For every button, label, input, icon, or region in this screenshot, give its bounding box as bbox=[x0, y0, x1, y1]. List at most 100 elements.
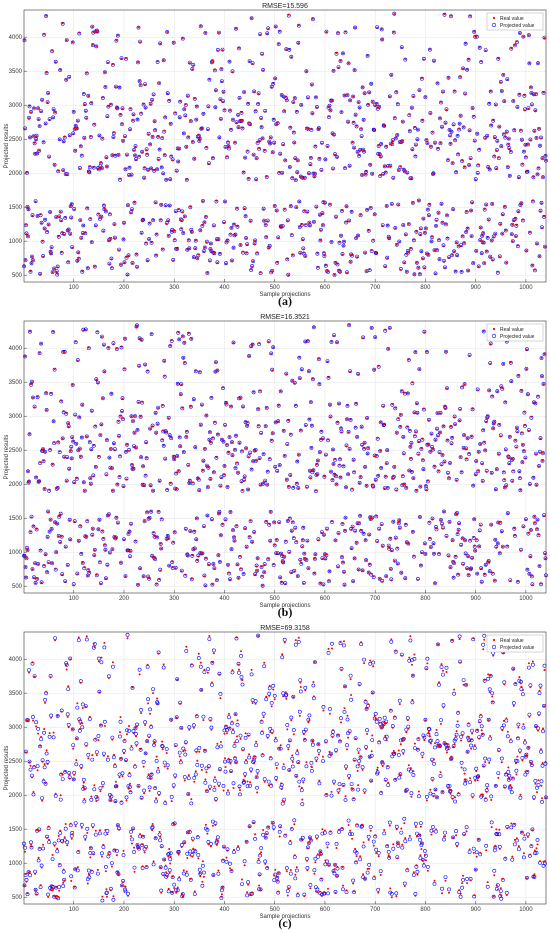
real-value-point bbox=[453, 250, 456, 253]
projected-value-point bbox=[505, 77, 510, 82]
real-value-point bbox=[161, 136, 164, 139]
real-value-point bbox=[281, 172, 284, 175]
real-value-point bbox=[514, 235, 517, 238]
real-value-point bbox=[162, 59, 165, 62]
real-value-point bbox=[344, 529, 346, 532]
real-value-point bbox=[469, 157, 472, 160]
projected-value-point bbox=[97, 133, 102, 138]
real-value-point bbox=[250, 468, 253, 470]
projected-value-point bbox=[313, 95, 318, 100]
projected-value-point bbox=[231, 117, 235, 122]
y-tick-label: 1500 bbox=[9, 205, 23, 211]
projected-value-point bbox=[108, 236, 113, 241]
projected-value-point bbox=[517, 92, 522, 97]
real-value-point bbox=[146, 259, 149, 262]
real-value-point bbox=[382, 173, 385, 176]
projected-value-point bbox=[389, 72, 394, 77]
real-value-point bbox=[394, 137, 397, 139]
real-value-point bbox=[507, 137, 510, 140]
real-value-point bbox=[459, 75, 462, 78]
projected-value-point bbox=[51, 115, 56, 120]
projected-value-point bbox=[53, 110, 58, 115]
real-value-point bbox=[393, 466, 396, 468]
real-value-point bbox=[525, 348, 528, 351]
projected-value-point bbox=[329, 793, 334, 798]
real-value-point bbox=[507, 457, 510, 460]
projected-value-point bbox=[80, 725, 85, 730]
real-value-point bbox=[37, 563, 40, 566]
x-tick-label: 700 bbox=[370, 596, 381, 602]
real-value-point bbox=[505, 485, 508, 487]
real-value-point bbox=[58, 138, 61, 141]
projected-value-point bbox=[366, 446, 371, 451]
real-value-point bbox=[441, 126, 443, 129]
projected-value-point bbox=[367, 532, 372, 537]
real-value-point bbox=[450, 425, 452, 428]
real-value-point bbox=[456, 512, 459, 515]
real-value-point bbox=[453, 561, 456, 564]
real-value-point bbox=[492, 427, 495, 430]
projected-value-point bbox=[358, 213, 363, 218]
real-value-point bbox=[352, 95, 355, 98]
real-value-point bbox=[286, 257, 289, 260]
projected-value-point bbox=[513, 43, 517, 48]
projected-value-point bbox=[484, 202, 489, 207]
real-value-point bbox=[446, 439, 449, 441]
real-value-point bbox=[301, 546, 304, 548]
projected-value-point bbox=[524, 367, 529, 371]
real-value-point bbox=[467, 573, 470, 576]
projected-value-point bbox=[536, 61, 540, 66]
real-value-point bbox=[306, 97, 309, 100]
real-value-point bbox=[50, 246, 53, 249]
real-value-point bbox=[500, 530, 503, 533]
real-value-point bbox=[424, 96, 427, 98]
projected-value-point bbox=[323, 263, 328, 268]
real-value-point bbox=[331, 99, 333, 102]
projected-value-point bbox=[477, 544, 482, 549]
projected-value-point bbox=[413, 350, 418, 355]
projected-value-point bbox=[214, 578, 219, 583]
real-value-point bbox=[160, 517, 163, 520]
real-value-point bbox=[439, 412, 442, 415]
real-value-point bbox=[436, 248, 438, 251]
projected-value-point bbox=[204, 413, 209, 418]
projected-value-point bbox=[414, 229, 419, 234]
projected-value-point bbox=[288, 204, 293, 209]
projected-value-point bbox=[104, 209, 108, 214]
projected-value-point bbox=[345, 743, 349, 748]
real-value-point bbox=[286, 220, 289, 222]
real-value-point bbox=[508, 462, 511, 465]
projected-value-point bbox=[43, 449, 48, 454]
real-value-point bbox=[403, 170, 406, 173]
real-value-point bbox=[277, 42, 280, 45]
projected-value-point bbox=[118, 414, 123, 419]
projected-value-point bbox=[493, 102, 498, 107]
real-value-point bbox=[413, 126, 416, 129]
real-value-point bbox=[93, 549, 96, 552]
projected-value-point bbox=[77, 415, 82, 420]
projected-value-point bbox=[466, 268, 471, 273]
projected-value-point bbox=[148, 426, 153, 431]
real-value-point bbox=[150, 510, 153, 513]
real-value-point bbox=[279, 576, 282, 579]
projected-value-point bbox=[317, 382, 322, 387]
series-real-value bbox=[23, 323, 547, 587]
projected-value-point bbox=[148, 142, 153, 147]
real-value-point bbox=[144, 106, 147, 109]
real-value-point bbox=[398, 141, 401, 144]
real-value-point bbox=[80, 237, 83, 240]
real-value-point bbox=[358, 154, 361, 157]
real-value-point bbox=[315, 463, 318, 466]
projected-value-point bbox=[102, 645, 107, 650]
real-value-point bbox=[422, 58, 425, 61]
real-value-point bbox=[277, 237, 280, 239]
real-value-point bbox=[355, 541, 358, 544]
projected-value-point bbox=[276, 871, 281, 876]
real-value-point bbox=[115, 39, 118, 42]
real-value-point bbox=[87, 95, 90, 97]
projected-value-point bbox=[401, 435, 406, 439]
projected-value-point bbox=[222, 728, 227, 733]
real-value-point bbox=[486, 135, 489, 138]
real-value-point bbox=[530, 574, 533, 577]
projected-value-point bbox=[245, 242, 250, 247]
